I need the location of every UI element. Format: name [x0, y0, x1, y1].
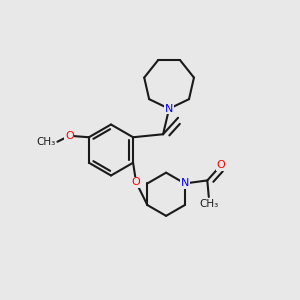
Text: N: N — [181, 178, 189, 188]
Text: O: O — [216, 160, 225, 170]
Text: O: O — [132, 177, 140, 187]
Text: CH₃: CH₃ — [199, 199, 218, 209]
Text: N: N — [165, 104, 173, 114]
Text: CH₃: CH₃ — [37, 137, 56, 147]
Text: O: O — [65, 131, 74, 141]
